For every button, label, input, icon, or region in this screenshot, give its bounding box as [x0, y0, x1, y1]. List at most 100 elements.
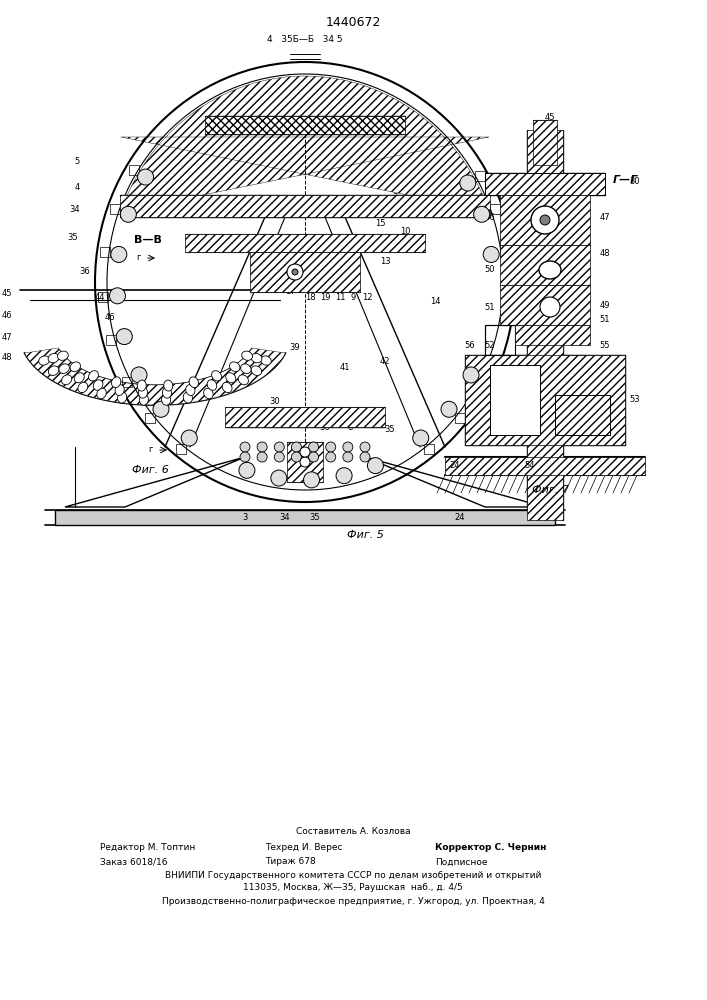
Bar	[225, 407, 385, 427]
Text: 24: 24	[455, 512, 465, 522]
Text: 45: 45	[545, 112, 555, 121]
Text: 30: 30	[269, 410, 280, 420]
Bar	[465, 355, 625, 445]
Text: 50: 50	[485, 265, 495, 274]
Ellipse shape	[222, 382, 232, 393]
Bar	[490, 365, 540, 435]
Ellipse shape	[97, 388, 106, 399]
Text: 30: 30	[269, 397, 280, 406]
Text: 1: 1	[363, 117, 368, 126]
Text: 9: 9	[351, 292, 356, 302]
Text: 53: 53	[630, 395, 641, 404]
Circle shape	[257, 442, 267, 452]
Bar	[145, 413, 156, 423]
Bar	[205, 116, 405, 134]
Text: Подписное: Подписное	[435, 857, 488, 866]
Ellipse shape	[62, 375, 71, 385]
Text: Фиг. 7: Фиг. 7	[532, 485, 568, 495]
Circle shape	[368, 458, 383, 474]
Text: 46: 46	[105, 312, 115, 322]
Ellipse shape	[74, 373, 84, 383]
Text: Тираж 678: Тираж 678	[265, 857, 316, 866]
Text: 37: 37	[285, 418, 296, 426]
Ellipse shape	[112, 377, 121, 388]
Circle shape	[274, 452, 284, 462]
Bar	[445, 457, 645, 475]
Circle shape	[292, 269, 298, 275]
Ellipse shape	[211, 371, 221, 381]
Circle shape	[240, 452, 250, 462]
Circle shape	[463, 367, 479, 383]
Bar	[500, 245, 590, 285]
Bar	[527, 130, 563, 520]
Bar	[475, 171, 485, 181]
Circle shape	[138, 169, 153, 185]
Circle shape	[460, 175, 476, 191]
Circle shape	[153, 401, 169, 417]
Bar	[250, 252, 360, 292]
Ellipse shape	[226, 373, 235, 383]
Ellipse shape	[139, 387, 148, 398]
Text: 4   35Б—Б   34 5: 4 35Б—Б 34 5	[267, 35, 343, 44]
Bar	[106, 335, 116, 345]
Circle shape	[271, 470, 287, 486]
Polygon shape	[25, 348, 286, 405]
Text: 13: 13	[380, 257, 390, 266]
Text: 48: 48	[600, 248, 610, 257]
Circle shape	[120, 206, 136, 222]
Ellipse shape	[164, 380, 173, 391]
Circle shape	[110, 288, 125, 304]
Text: 15: 15	[375, 220, 385, 229]
Bar	[129, 165, 139, 175]
Bar	[185, 234, 425, 252]
Text: 113035, Москва, Ж—35, Раушская  наб., д. 4/5: 113035, Москва, Ж—35, Раушская наб., д. …	[243, 884, 463, 892]
Bar	[533, 120, 557, 165]
Text: 10: 10	[399, 228, 410, 236]
Bar	[55, 510, 555, 525]
Ellipse shape	[115, 385, 124, 395]
Bar	[287, 442, 323, 482]
Bar	[424, 444, 434, 454]
Bar	[500, 247, 510, 257]
Ellipse shape	[137, 380, 146, 391]
Circle shape	[257, 452, 267, 462]
Text: 51: 51	[485, 302, 495, 312]
Circle shape	[540, 215, 550, 225]
Ellipse shape	[57, 351, 69, 360]
Circle shape	[111, 246, 127, 262]
Text: 49: 49	[600, 300, 610, 310]
Ellipse shape	[240, 364, 251, 373]
Text: 35: 35	[385, 426, 395, 434]
Text: 34: 34	[70, 205, 81, 214]
Circle shape	[326, 452, 336, 462]
Text: 14: 14	[255, 272, 265, 282]
Text: 34: 34	[527, 157, 538, 166]
Text: Техред И. Верес: Техред И. Верес	[265, 844, 342, 852]
Circle shape	[483, 246, 499, 262]
Text: 34: 34	[532, 308, 542, 316]
Text: г: г	[148, 446, 152, 454]
Text: 18: 18	[305, 292, 315, 302]
Ellipse shape	[207, 380, 217, 390]
Text: г: г	[136, 253, 140, 262]
Bar	[455, 413, 464, 423]
Bar	[490, 204, 500, 214]
Text: Заказ 6018/16: Заказ 6018/16	[100, 857, 168, 866]
Text: 43: 43	[275, 282, 286, 292]
Text: 5: 5	[74, 157, 80, 166]
Circle shape	[413, 430, 428, 446]
Circle shape	[360, 452, 370, 462]
Bar	[500, 195, 590, 245]
Text: 45: 45	[1, 288, 12, 298]
Bar	[175, 444, 186, 454]
Bar	[100, 247, 110, 257]
Circle shape	[343, 442, 353, 452]
Circle shape	[291, 452, 301, 462]
Text: 56: 56	[464, 340, 475, 350]
Text: ВНИИПИ Государственного комитета СССР по делам изобретений и открытий: ВНИИПИ Государственного комитета СССР по…	[165, 870, 541, 880]
Circle shape	[326, 442, 336, 452]
Text: 38: 38	[300, 418, 310, 426]
Circle shape	[300, 457, 310, 467]
Ellipse shape	[93, 380, 103, 390]
Text: 35: 35	[310, 512, 320, 522]
